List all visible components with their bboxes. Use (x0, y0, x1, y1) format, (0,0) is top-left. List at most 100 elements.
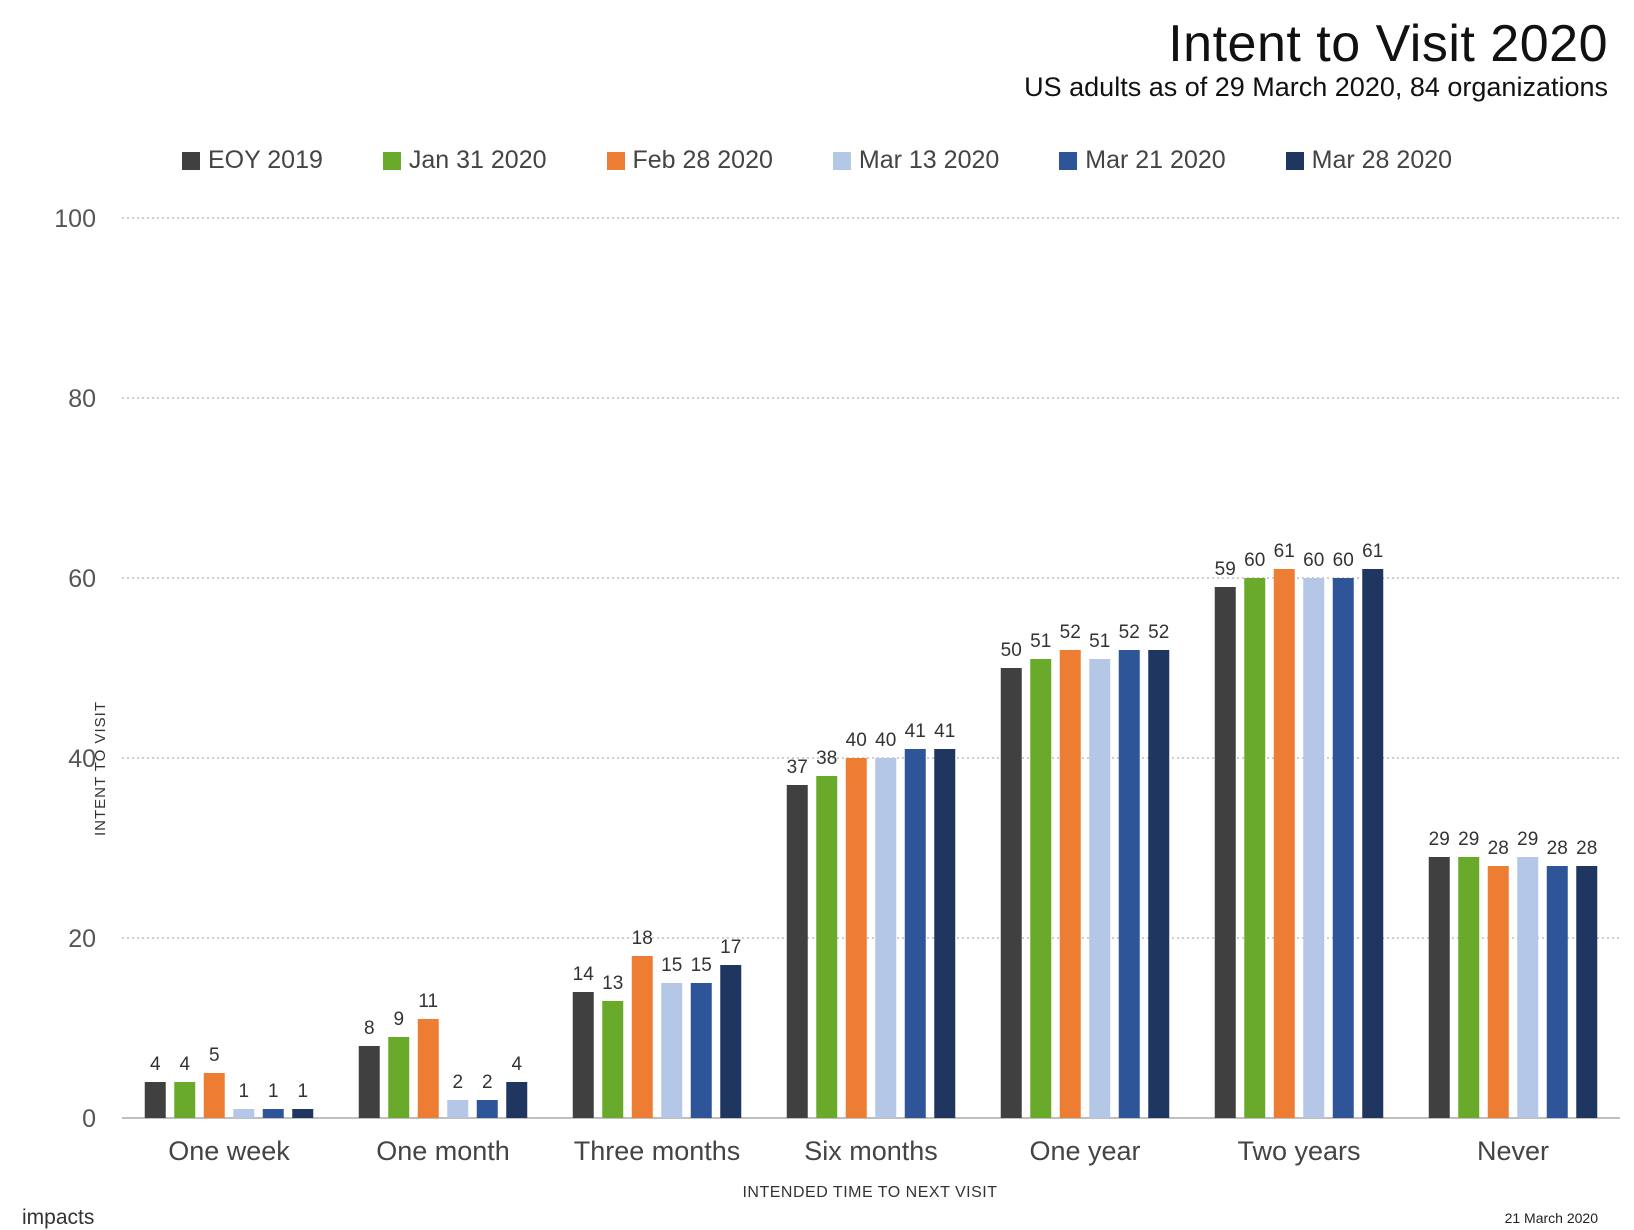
legend-item: Jan 31 2020 (357, 146, 547, 175)
bar (358, 1046, 380, 1118)
bar (786, 785, 808, 1118)
data-label: 4 (511, 1054, 522, 1075)
chart-subtitle: US adults as of 29 March 2020, 84 organi… (1024, 72, 1608, 102)
data-label: 40 (875, 730, 896, 751)
y-tick-label: 40 (68, 745, 96, 773)
y-tick-label: 60 (68, 565, 96, 593)
data-label: 52 (1119, 622, 1140, 643)
bar (845, 758, 867, 1118)
bar (233, 1109, 255, 1118)
legend-swatch (382, 151, 401, 170)
bar (1458, 857, 1480, 1118)
legend-label: Mar 21 2020 (1085, 146, 1226, 174)
data-label: 13 (602, 973, 623, 994)
data-label: 17 (720, 937, 741, 958)
y-tick-label: 0 (82, 1105, 96, 1133)
y-tick-label: 20 (68, 925, 96, 953)
bar (506, 1082, 528, 1118)
data-label: 41 (934, 721, 955, 742)
bar (1089, 659, 1111, 1118)
data-label: 18 (632, 928, 653, 949)
logo-text: impacts (22, 1206, 95, 1229)
data-label: 1 (297, 1081, 308, 1102)
legend-item: Mar 28 2020 (1260, 146, 1452, 175)
x-tick-label: One month (376, 1136, 510, 1166)
legend-swatch (181, 151, 200, 170)
data-label: 61 (1362, 541, 1383, 562)
bar (1030, 659, 1052, 1118)
data-label: 4 (150, 1054, 161, 1075)
data-label: 9 (393, 1009, 404, 1030)
bar (262, 1109, 284, 1118)
bar (1244, 578, 1266, 1118)
data-label: 51 (1089, 631, 1110, 652)
data-label: 40 (846, 730, 867, 751)
bar (1059, 650, 1081, 1118)
data-label: 41 (905, 721, 926, 742)
data-label: 29 (1458, 829, 1479, 850)
bar (1332, 578, 1354, 1118)
data-label: 52 (1148, 622, 1169, 643)
bar (1303, 578, 1325, 1118)
chart-legend: EOY 2019 Jan 31 2020 Feb 28 2020 Mar 13 202… (0, 146, 1634, 175)
legend-swatch (832, 151, 851, 170)
data-label: 29 (1517, 829, 1538, 850)
data-label: 14 (573, 964, 595, 985)
legend-label: Jan 31 2020 (408, 146, 547, 174)
bar (1517, 857, 1539, 1118)
data-label: 28 (1488, 838, 1509, 859)
chart-title: Intent to Visit 2020 (1168, 15, 1608, 73)
data-label: 15 (691, 955, 712, 976)
data-label: 1 (268, 1081, 279, 1102)
legend-item: Mar 21 2020 (1033, 146, 1226, 175)
legend-item: EOY 2019 (181, 146, 323, 175)
legend-label: Mar 13 2020 (858, 146, 1000, 174)
y-axis-label: INTENT TO VISIT (92, 700, 110, 837)
data-label: 52 (1060, 622, 1081, 643)
data-label: 1 (238, 1081, 249, 1102)
x-tick-label: Three months (574, 1136, 741, 1166)
data-label: 2 (452, 1072, 463, 1093)
legend-item: Mar 13 2020 (807, 146, 999, 175)
bar (1362, 569, 1384, 1118)
bar (934, 749, 956, 1118)
legend-label: EOY 2019 (207, 146, 323, 174)
legend-item: Feb 28 2020 (581, 146, 773, 175)
bar (1214, 587, 1236, 1118)
data-label: 29 (1429, 829, 1450, 850)
y-tick-label: 80 (68, 385, 96, 413)
bar (904, 749, 926, 1118)
data-label: 5 (209, 1045, 220, 1066)
legend-swatch (1059, 151, 1078, 170)
bar (476, 1100, 498, 1118)
bar (690, 983, 712, 1118)
bar (875, 758, 897, 1118)
legend-swatch (1285, 151, 1304, 170)
legend-label: Feb 28 2020 (632, 146, 773, 174)
bar (1546, 866, 1568, 1118)
data-label: 2 (482, 1072, 493, 1093)
bar (1273, 569, 1295, 1118)
bar (203, 1073, 225, 1118)
bar (144, 1082, 166, 1118)
legend-label: Mar 28 2020 (1311, 146, 1453, 174)
bar (816, 776, 838, 1118)
data-label: 51 (1030, 631, 1051, 652)
data-label: 59 (1215, 559, 1236, 580)
y-tick-label: 100 (54, 205, 96, 233)
data-label: 37 (787, 757, 808, 778)
footer-date: 21 March 2020 (1504, 1210, 1598, 1226)
x-tick-label: One year (1029, 1136, 1140, 1166)
bar (447, 1100, 469, 1118)
x-tick-label: Never (1477, 1136, 1549, 1166)
data-label: 60 (1333, 550, 1354, 571)
data-label: 61 (1274, 541, 1295, 562)
x-tick-label: Two years (1237, 1136, 1360, 1166)
bar (661, 983, 683, 1118)
impacts-logo: impacts (22, 1206, 94, 1230)
data-label: 15 (661, 955, 682, 976)
bar (417, 1019, 439, 1118)
data-label: 28 (1576, 838, 1597, 859)
bar (1000, 668, 1022, 1118)
